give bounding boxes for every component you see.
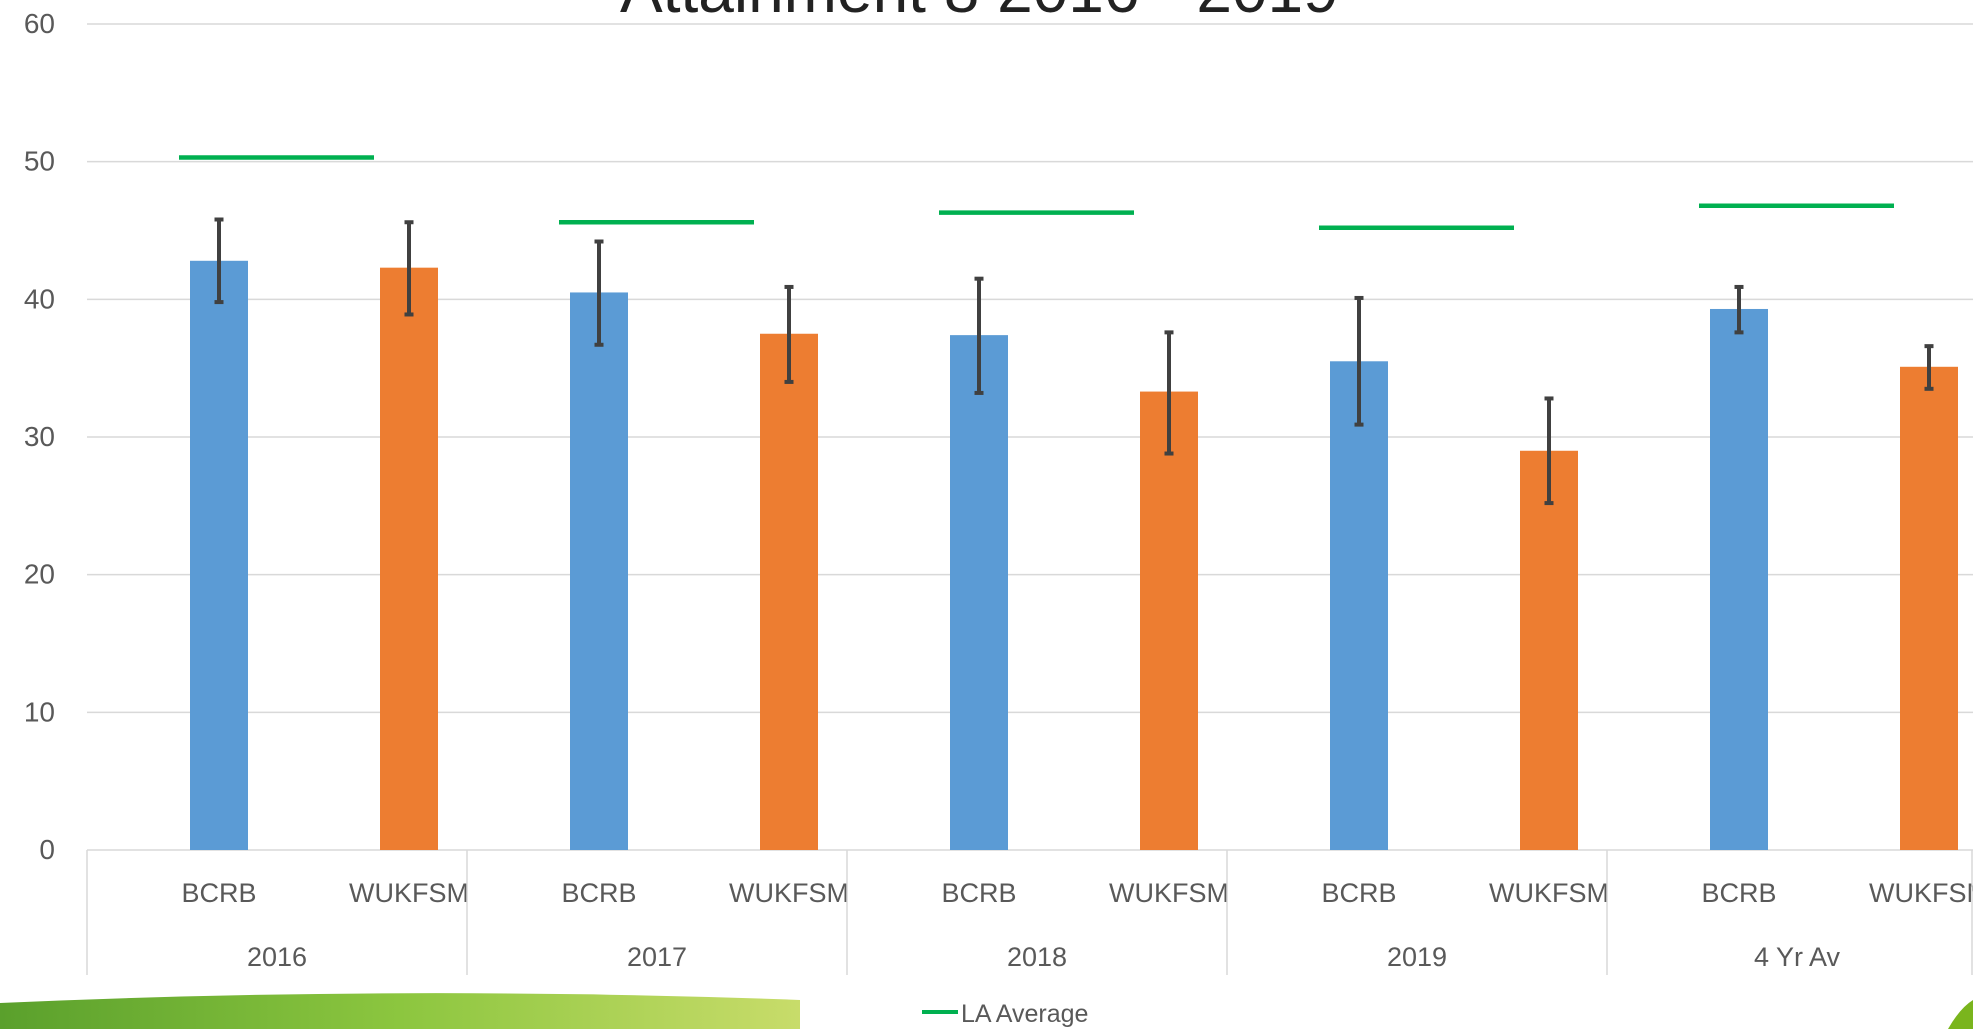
bar xyxy=(950,335,1008,850)
legend: LA Average xyxy=(922,1000,1088,1028)
banner-decoration-right xyxy=(1948,1000,1973,1029)
y-tick-label: 10 xyxy=(24,696,55,727)
x-tick-label: BCRB xyxy=(181,878,256,908)
x-tick-label: WUKFSM xyxy=(349,878,469,908)
bar xyxy=(190,260,248,851)
y-tick-label: 30 xyxy=(24,421,55,452)
x-group-label: 2016 xyxy=(247,942,307,972)
banner-decoration xyxy=(0,993,800,1029)
x-tick-label: WUKFSM xyxy=(729,878,849,908)
y-tick-label: 20 xyxy=(24,559,55,590)
bar xyxy=(1710,308,1768,851)
bar xyxy=(1140,391,1198,850)
bar xyxy=(1330,361,1388,850)
bar xyxy=(760,333,818,850)
legend-label-la-average: LA Average xyxy=(961,1000,1088,1028)
bar xyxy=(1900,366,1958,850)
bar xyxy=(380,267,438,850)
x-tick-label: BCRB xyxy=(561,878,636,908)
chart-title: Attainment 8 2016 - 2019 xyxy=(620,0,1339,26)
y-axis-ticks: 0 10 20 30 40 50 60 xyxy=(24,8,55,865)
y-tick-label: 0 xyxy=(39,834,55,865)
x-tick-label: BCRB xyxy=(941,878,1016,908)
x-axis: BCRB WUKFSM 2016 BCRB WUKFSM 2017 BCRB WUKFSM 20… xyxy=(86,850,1973,975)
bar xyxy=(570,292,628,850)
x-tick-label: WUKFSM xyxy=(1109,878,1229,908)
y-tick-label: 60 xyxy=(24,8,55,39)
x-group-label: 4 Yr Av xyxy=(1754,942,1841,972)
gridlines xyxy=(87,23,1973,851)
bars xyxy=(190,260,1958,851)
x-group-label: 2019 xyxy=(1387,942,1447,972)
x-tick-label: WUKFSM xyxy=(1489,878,1609,908)
x-group-label: 2017 xyxy=(627,942,687,972)
x-tick-label: WUKFSM xyxy=(1869,878,1973,908)
error-bars xyxy=(214,217,1934,506)
bar xyxy=(1520,450,1578,850)
y-tick-label: 40 xyxy=(24,283,55,314)
x-group-label: 2018 xyxy=(1007,942,1067,972)
la-average-lines xyxy=(179,155,1894,230)
x-tick-label: BCRB xyxy=(1321,878,1396,908)
y-tick-label: 50 xyxy=(24,146,55,177)
x-tick-label: BCRB xyxy=(1701,878,1776,908)
